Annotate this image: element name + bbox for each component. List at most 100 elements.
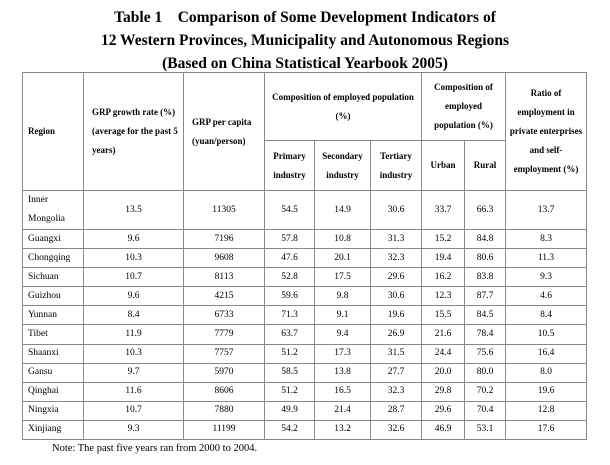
cell-grp-per-capita: 5970	[183, 362, 265, 383]
cell-tertiary: 31.5	[370, 343, 422, 364]
cell-growth-rate: 11.6	[83, 381, 184, 402]
cell-grp-per-capita: 7757	[183, 343, 265, 364]
header-tertiary: Tertiary industry	[370, 140, 422, 191]
cell-secondary: 9.4	[314, 324, 371, 345]
table-row: Qinghai 11.6 8606 51.2 16.5 32.3 29.8 70.2 19.6	[22, 381, 587, 402]
cell-rural: 84.5	[464, 305, 506, 326]
cell-growth-rate: 11.9	[83, 324, 184, 345]
cell-secondary: 20.1	[314, 248, 371, 269]
cell-urban: 33.7	[421, 190, 465, 230]
header-primary: Primary industry	[264, 140, 315, 191]
header-region: Region	[22, 72, 84, 191]
cell-grp-per-capita: 8113	[183, 267, 265, 288]
cell-private-ratio: 17.6	[505, 419, 587, 441]
cell-primary: 58.5	[264, 362, 315, 383]
cell-private-ratio: 8.3	[505, 228, 587, 250]
cell-region: Tibet	[22, 324, 84, 345]
table-row: Chongqing 10.3 9608 47.6 20.1 32.3 19.4 80.6 11.…	[22, 248, 587, 269]
cell-private-ratio: 4.6	[505, 286, 587, 307]
cell-region: Gansu	[22, 362, 84, 383]
table-title: Table 1 Comparison of Some Development I…	[0, 6, 610, 75]
cell-growth-rate: 9.7	[83, 362, 184, 383]
table-row: Shaanxi 10.3 7757 51.2 17.3 31.5 24.4 75.6 16.4	[22, 343, 587, 364]
cell-secondary: 9.1	[314, 305, 371, 326]
cell-tertiary: 28.7	[370, 400, 422, 421]
cell-grp-per-capita: 11199	[183, 419, 265, 441]
cell-tertiary: 30.6	[370, 286, 422, 307]
table-row: Xinjiang 9.3 11199 54.2 13.2 32.6 46.9 53.1 17.6	[22, 419, 587, 441]
cell-rural: 70.4	[464, 400, 506, 421]
cell-grp-per-capita: 7880	[183, 400, 265, 421]
cell-rural: 75.6	[464, 343, 506, 364]
table-row: Guangxi 9.6 7196 57.8 10.8 31.3 15.2 84.8 8.3	[22, 228, 587, 250]
cell-urban: 29.8	[421, 381, 465, 402]
cell-secondary: 21.4	[314, 400, 371, 421]
cell-tertiary: 31.3	[370, 228, 422, 250]
table-note: Note: The past five years ran from 2000 …	[52, 443, 258, 454]
cell-growth-rate: 9.3	[83, 419, 184, 441]
cell-private-ratio: 9.3	[505, 267, 587, 288]
cell-primary: 71.3	[264, 305, 315, 326]
header-rural: Rural	[464, 140, 506, 191]
cell-primary: 47.6	[264, 248, 315, 269]
cell-urban: 20.0	[421, 362, 465, 383]
cell-secondary: 10.8	[314, 228, 371, 250]
cell-growth-rate: 10.7	[83, 400, 184, 421]
cell-private-ratio: 13.7	[505, 190, 587, 230]
cell-region: Yunnan	[22, 305, 84, 326]
cell-tertiary: 26.9	[370, 324, 422, 345]
header-secondary: Secondary industry	[314, 140, 371, 191]
cell-secondary: 9.8	[314, 286, 371, 307]
cell-growth-rate: 10.3	[83, 343, 184, 364]
header-private: Ratio of employment in private enterpris…	[505, 72, 587, 191]
cell-urban: 21.6	[421, 324, 465, 345]
cell-primary: 49.9	[264, 400, 315, 421]
cell-tertiary: 29.6	[370, 267, 422, 288]
cell-private-ratio: 8.0	[505, 362, 587, 383]
cell-growth-rate: 9.6	[83, 228, 184, 250]
cell-primary: 52.8	[264, 267, 315, 288]
table-row: Inner Mongolia 13.5 11305 54.5 14.9 30.6 33.7 6…	[22, 190, 587, 230]
title-line-2: 12 Western Provinces, Municipality and A…	[100, 32, 510, 49]
cell-grp-per-capita: 6733	[183, 305, 265, 326]
cell-urban: 16.2	[421, 267, 465, 288]
cell-secondary: 13.8	[314, 362, 371, 383]
cell-primary: 54.5	[264, 190, 315, 230]
title-line-1: Table 1 Comparison of Some Development I…	[114, 9, 496, 26]
cell-region: Chongqing	[22, 248, 84, 269]
cell-tertiary: 19.6	[370, 305, 422, 326]
cell-primary: 63.7	[264, 324, 315, 345]
cell-growth-rate: 10.3	[83, 248, 184, 269]
cell-rural: 53.1	[464, 419, 506, 441]
cell-tertiary: 27.7	[370, 362, 422, 383]
cell-secondary: 14.9	[314, 190, 371, 230]
cell-primary: 57.8	[264, 228, 315, 250]
cell-tertiary: 30.6	[370, 190, 422, 230]
cell-private-ratio: 19.6	[505, 381, 587, 402]
cell-private-ratio: 10.5	[505, 324, 587, 345]
cell-urban: 12.3	[421, 286, 465, 307]
cell-rural: 80.6	[464, 248, 506, 269]
cell-region: Inner Mongolia	[22, 190, 84, 230]
cell-primary: 51.2	[264, 381, 315, 402]
cell-rural: 80.0	[464, 362, 506, 383]
cell-urban: 24.4	[421, 343, 465, 364]
cell-rural: 66.3	[464, 190, 506, 230]
cell-private-ratio: 12.8	[505, 400, 587, 421]
header-employed-urban-rural: Composition of employed population (%)	[421, 72, 506, 141]
header-per-capita: GRP per capita (yuan/person)	[183, 72, 265, 191]
cell-rural: 84.8	[464, 228, 506, 250]
cell-private-ratio: 16.4	[505, 343, 587, 364]
cell-grp-per-capita: 8606	[183, 381, 265, 402]
cell-region: Xinjiang	[22, 419, 84, 441]
cell-grp-per-capita: 4215	[183, 286, 265, 307]
header-urban: Urban	[421, 140, 465, 191]
cell-secondary: 17.3	[314, 343, 371, 364]
table-row: Gansu 9.7 5970 58.5 13.8 27.7 20.0 80.0 8.0	[22, 362, 587, 383]
cell-urban: 19.4	[421, 248, 465, 269]
cell-secondary: 16.5	[314, 381, 371, 402]
cell-region: Qinghai	[22, 381, 84, 402]
indicators-table: Region GRP growth rate (%) (average for …	[22, 72, 587, 441]
cell-grp-per-capita: 7196	[183, 228, 265, 250]
cell-urban: 29.6	[421, 400, 465, 421]
